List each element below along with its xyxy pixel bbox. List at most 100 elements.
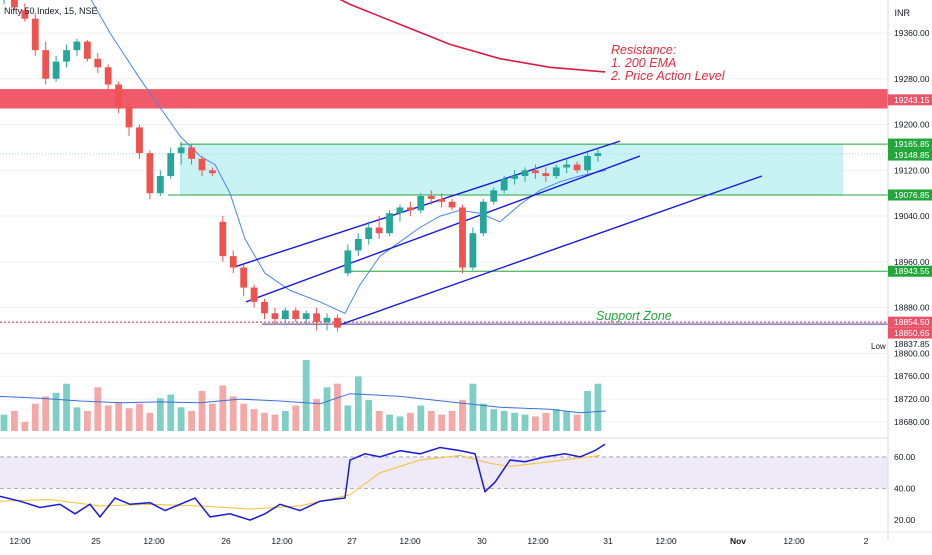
candle-body [63, 50, 70, 62]
time-tick-label: 25 [91, 536, 101, 546]
price-label-box [888, 149, 932, 161]
candle-body [250, 287, 258, 302]
volume-bar [511, 412, 518, 431]
volume-bar [167, 394, 175, 431]
candle-body [281, 310, 289, 320]
candle-body [563, 164, 571, 168]
candle-body [313, 313, 320, 322]
price-label-box [888, 189, 932, 201]
resistance-annotation-title: Resistance: [611, 43, 676, 57]
candle-body [552, 167, 560, 177]
volume-bar [375, 410, 383, 431]
time-tick-label: 12:00 [399, 536, 421, 546]
candle-body [94, 58, 102, 68]
low-label: Low [871, 342, 886, 351]
candle-body [542, 173, 550, 177]
volume-bar [104, 405, 112, 431]
candle-body [396, 207, 404, 214]
volume-bar [136, 403, 143, 431]
candle-body [479, 201, 487, 234]
price-label-box [888, 94, 932, 106]
volume-bar [198, 390, 206, 431]
volume-bar [427, 410, 435, 431]
time-tick-label: 30 [477, 536, 487, 546]
volume-bar [250, 409, 258, 431]
time-tick-label: Nov [730, 536, 746, 546]
volume-bar [292, 405, 300, 431]
volume-bar [396, 416, 404, 431]
channel-lower-line [339, 175, 763, 326]
volume-bar [177, 407, 185, 431]
volume-bar [584, 390, 591, 431]
volume-bar [52, 392, 60, 431]
volume-bar [94, 387, 102, 431]
candle-body [365, 227, 373, 239]
candle-body [115, 84, 123, 108]
volume-bar [542, 412, 550, 431]
candle-body [292, 310, 300, 320]
volume-bar [344, 405, 352, 431]
candle-body [532, 170, 539, 174]
volume-bar [354, 376, 362, 431]
volume-bar [188, 410, 195, 431]
volume-bar [42, 396, 50, 431]
price-tick-label: 19360.00 [894, 28, 930, 38]
volume-bar [31, 403, 39, 431]
volume-bar [532, 416, 539, 431]
candle-body [427, 196, 435, 199]
resistance-zone [0, 89, 888, 109]
support-zone-annotation: Support Zone [596, 309, 672, 323]
volume-bar [83, 410, 91, 431]
volume-bar [406, 412, 414, 431]
candle-body [31, 18, 39, 51]
candle-body [219, 221, 227, 257]
volume-bar [115, 401, 123, 431]
candle-body [521, 170, 529, 177]
ema-short-line [90, 0, 607, 314]
candle-body [459, 207, 466, 268]
candle-body [354, 238, 362, 251]
candle-body [83, 41, 91, 59]
currency-label[interactable]: INR [894, 8, 911, 18]
price-label: 18854.50 [894, 317, 930, 327]
candle-body [156, 176, 164, 194]
candle-body [146, 153, 154, 194]
volume-bar [229, 396, 237, 431]
candle-body [511, 176, 518, 179]
candle-body [334, 317, 341, 328]
volume-bar [63, 383, 70, 431]
volume-bar [479, 403, 487, 431]
candle-body [42, 50, 50, 79]
rsi-tick-label: 60.00 [894, 452, 916, 462]
candle-body [198, 158, 206, 171]
candle-body [417, 196, 425, 211]
candle-body [136, 127, 143, 154]
price-label: 18850.65 [894, 328, 930, 338]
candle-body [448, 201, 456, 208]
resistance-annotation-item: 2. Price Action Level [610, 69, 726, 83]
candle-body [344, 250, 352, 274]
candle-body [375, 227, 383, 234]
candle-body [73, 41, 81, 51]
rsi-line [0, 443, 606, 521]
rsi-tick-label: 40.00 [894, 484, 916, 494]
candle-body [177, 147, 185, 154]
volume-bar [156, 398, 164, 431]
price-tick-label: 18880.00 [894, 303, 930, 313]
price-label-box [888, 138, 932, 150]
candle-body [500, 178, 508, 191]
candle-body [261, 301, 268, 314]
price-tick-label: 18680.00 [894, 417, 930, 427]
price-label: 19243.15 [894, 95, 930, 105]
candle-body [490, 190, 498, 202]
volume-bar [209, 403, 216, 431]
time-tick-label: 27 [347, 536, 357, 546]
time-tick-label: 12:00 [143, 536, 165, 546]
volume-bar [0, 414, 8, 431]
price-tick-label: 19200.00 [894, 120, 930, 130]
volume-bar [594, 383, 602, 431]
channel-middle-line [245, 155, 641, 303]
volume-bar [500, 410, 508, 431]
volume-bar [521, 414, 529, 431]
